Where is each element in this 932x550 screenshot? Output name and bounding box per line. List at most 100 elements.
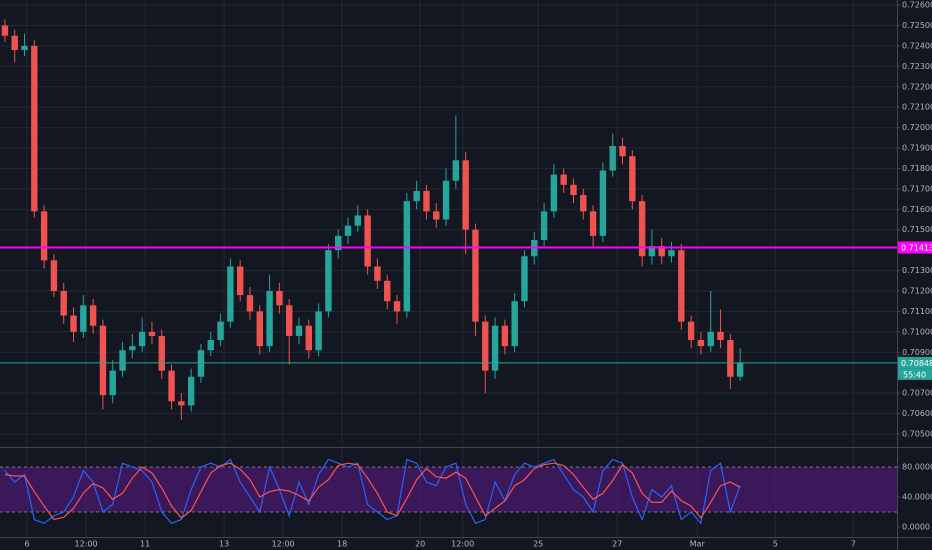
candle-body xyxy=(21,45,28,51)
y-tick-label: 0.71000 xyxy=(902,327,932,336)
y-tick-label: 0.71700 xyxy=(902,184,932,193)
candle-body xyxy=(364,215,371,267)
candle-body xyxy=(236,266,244,296)
candle-body xyxy=(335,235,342,251)
candle-body xyxy=(570,184,577,196)
candle-body xyxy=(50,260,58,292)
candle-body xyxy=(511,301,518,347)
candle-body xyxy=(295,325,303,336)
candle-body xyxy=(668,250,675,257)
candle-body xyxy=(70,315,77,332)
y-tick-label: 0.71300 xyxy=(902,266,932,275)
y-tick-label: 0.70600 xyxy=(902,409,932,418)
candle-body xyxy=(393,301,401,312)
candle-body xyxy=(168,370,175,402)
candle-body xyxy=(276,291,283,306)
x-tick-label: 12:00 xyxy=(451,540,474,549)
candle-body xyxy=(325,250,332,312)
candle-body xyxy=(403,201,411,312)
candle-body xyxy=(648,246,656,257)
y-tick-label: 0.70500 xyxy=(902,429,932,438)
y-tick-label: 0.71100 xyxy=(902,307,932,316)
candle-body xyxy=(109,370,116,396)
x-tick-label: 12:00 xyxy=(272,540,295,549)
candle-body xyxy=(60,291,67,316)
y-tick-label: 0.71200 xyxy=(902,287,932,296)
candle-body xyxy=(736,362,744,377)
y-tick-label: 0.71900 xyxy=(902,144,932,153)
candle-body xyxy=(374,266,381,281)
y-tick-label: 0.72200 xyxy=(902,82,932,91)
y-tick-label: 0.72300 xyxy=(902,62,932,71)
candle-body xyxy=(707,331,714,347)
candle-body xyxy=(433,211,440,220)
candle-body xyxy=(452,160,460,181)
candle-body xyxy=(1,25,9,36)
band-fill xyxy=(0,466,897,513)
price-tag-label: 0.70848 xyxy=(901,359,932,368)
candle-body xyxy=(550,174,558,212)
y-tick-label: 0.72100 xyxy=(902,103,932,112)
candle-body xyxy=(727,340,734,377)
candle-body xyxy=(80,305,87,332)
price-tag-label: 0.71413 xyxy=(901,244,932,253)
candle-body xyxy=(158,335,165,371)
price-tag xyxy=(898,356,932,369)
candle-body xyxy=(609,146,616,171)
x-tick-label: 6 xyxy=(25,540,30,549)
x-tick-label: 5 xyxy=(773,540,778,549)
candle-body xyxy=(629,156,636,202)
candle-body xyxy=(658,246,665,257)
price-tag xyxy=(898,241,932,254)
y-tick-label: 0.70900 xyxy=(902,348,932,357)
x-tick-label: 18 xyxy=(337,540,347,549)
candle-body xyxy=(472,229,479,322)
candle-body xyxy=(246,295,254,312)
y-tick-label: 0.70700 xyxy=(902,389,932,398)
candle-body xyxy=(697,340,705,347)
y-tick-label: 0.71600 xyxy=(902,205,932,214)
candle-body xyxy=(462,160,469,230)
candle-body xyxy=(11,35,18,51)
candle-body xyxy=(227,266,234,322)
countdown-label: 55:40 xyxy=(903,370,926,379)
candle-body xyxy=(217,321,224,341)
x-tick-label: 25 xyxy=(533,540,543,549)
y-tick-label: 0.71500 xyxy=(902,225,932,234)
indicator-line xyxy=(4,458,741,525)
candle-body xyxy=(315,311,322,351)
candle-body xyxy=(31,45,38,212)
candle-body xyxy=(384,280,391,302)
y-tick-label: 0.72400 xyxy=(902,41,932,50)
candle-body xyxy=(99,325,107,396)
candle-body xyxy=(491,325,499,371)
candle-body xyxy=(678,250,685,322)
candle-body xyxy=(197,350,205,377)
y-tick-label: 0.71800 xyxy=(902,164,932,173)
candle-body xyxy=(619,146,626,157)
candle-body xyxy=(305,325,313,351)
candle-body xyxy=(580,195,587,212)
candle-body xyxy=(344,225,352,236)
candle-body xyxy=(638,201,646,257)
candle-body xyxy=(540,211,548,240)
candle-body xyxy=(687,321,695,341)
candle-body xyxy=(89,305,97,326)
candle-body xyxy=(285,305,293,336)
candle-body xyxy=(40,211,48,261)
candle-body xyxy=(119,350,126,371)
candle-body xyxy=(178,401,185,406)
countdown-tag xyxy=(898,368,932,380)
candle-body xyxy=(129,346,136,351)
x-tick-label: 27 xyxy=(612,540,622,549)
y-tick-label: 0.72000 xyxy=(902,123,932,132)
candle-body xyxy=(354,215,362,226)
candle-body xyxy=(256,311,263,347)
indicator-line xyxy=(4,462,741,521)
x-tick-label: 13 xyxy=(219,540,229,549)
candle-body xyxy=(482,321,489,371)
candle-body xyxy=(413,190,420,202)
y-tick-label: 0.0000 xyxy=(902,523,930,532)
